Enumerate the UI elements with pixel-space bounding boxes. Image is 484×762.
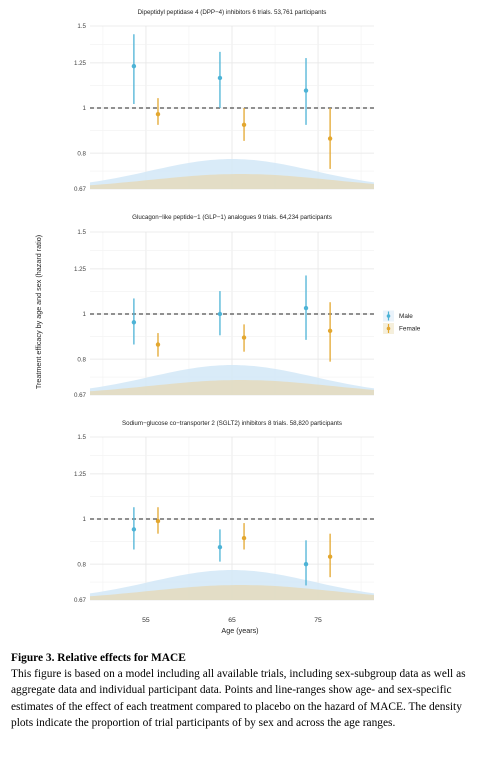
y-tick-label: 0.67 (74, 186, 87, 193)
male-point (303, 88, 309, 93)
male-point (131, 63, 137, 69)
female-density-area (90, 174, 374, 189)
legend-label-male: Male (399, 313, 413, 320)
female-point (241, 335, 247, 340)
legend-label-female: Female (399, 326, 421, 333)
chart-panel-1: Dipeptidyl peptidase 4 (DPP−4) inhibitor… (74, 9, 374, 193)
legend-key-point (386, 314, 391, 318)
y-tick-label: 0.8 (77, 150, 86, 157)
male-point (303, 305, 309, 311)
y-tick-label: 0.8 (77, 356, 86, 363)
female-point (155, 111, 161, 117)
chart-panel-2: Glucagon−like peptide−1 (GLP−1) analogue… (74, 214, 374, 399)
x-tick-label: 55 (142, 617, 150, 624)
x-axis-title: Age (years) (221, 626, 258, 635)
female-point (241, 122, 247, 128)
female-point (327, 136, 333, 141)
x-tick-label: 75 (314, 617, 322, 624)
male-point (303, 561, 309, 567)
y-tick-label: 1.5 (77, 23, 86, 30)
y-tick-label: 1.5 (77, 229, 86, 236)
female-point (327, 554, 333, 559)
panel-title: Glucagon−like peptide−1 (GLP−1) analogue… (132, 214, 332, 221)
y-axis-title: Treatment efficacy by age and sex (hazar… (34, 235, 43, 389)
male-point (131, 527, 137, 532)
female-point (241, 535, 247, 541)
y-tick-label: 1.25 (74, 471, 87, 478)
male-point (217, 75, 223, 81)
mace-forest-chart: Dipeptidyl peptidase 4 (DPP−4) inhibitor… (34, 9, 421, 635)
y-tick-label: 1 (83, 516, 87, 523)
y-tick-label: 1.25 (74, 60, 87, 67)
y-tick-label: 0.67 (74, 392, 87, 399)
male-point (131, 320, 137, 325)
female-point (327, 328, 333, 334)
female-density-area (90, 585, 374, 600)
y-tick-label: 1.5 (77, 434, 86, 441)
female-density-area (90, 380, 374, 395)
y-tick-label: 1.25 (74, 266, 87, 273)
y-tick-label: 0.67 (74, 597, 87, 604)
female-point (155, 342, 161, 347)
caption-body: This figure is based on a model includin… (11, 668, 466, 729)
male-point (217, 544, 223, 550)
panel-title: Dipeptidyl peptidase 4 (DPP−4) inhibitor… (138, 9, 327, 16)
legend: Male Female (383, 310, 421, 334)
caption-title: Figure 3. Relative effects for MACE (11, 652, 186, 664)
y-tick-label: 1 (83, 311, 87, 318)
y-tick-label: 0.8 (77, 561, 86, 568)
y-tick-label: 1 (83, 105, 87, 112)
x-tick-label: 65 (228, 617, 236, 624)
legend-key-point (386, 326, 391, 331)
male-point (217, 311, 223, 317)
female-point (155, 518, 161, 524)
chart-panel-3: Sodium−glucose co−transporter 2 (SGLT2) … (74, 420, 374, 635)
figure-caption: Figure 3. Relative effects for MACE This… (11, 651, 475, 731)
panel-title: Sodium−glucose co−transporter 2 (SGLT2) … (122, 420, 342, 427)
